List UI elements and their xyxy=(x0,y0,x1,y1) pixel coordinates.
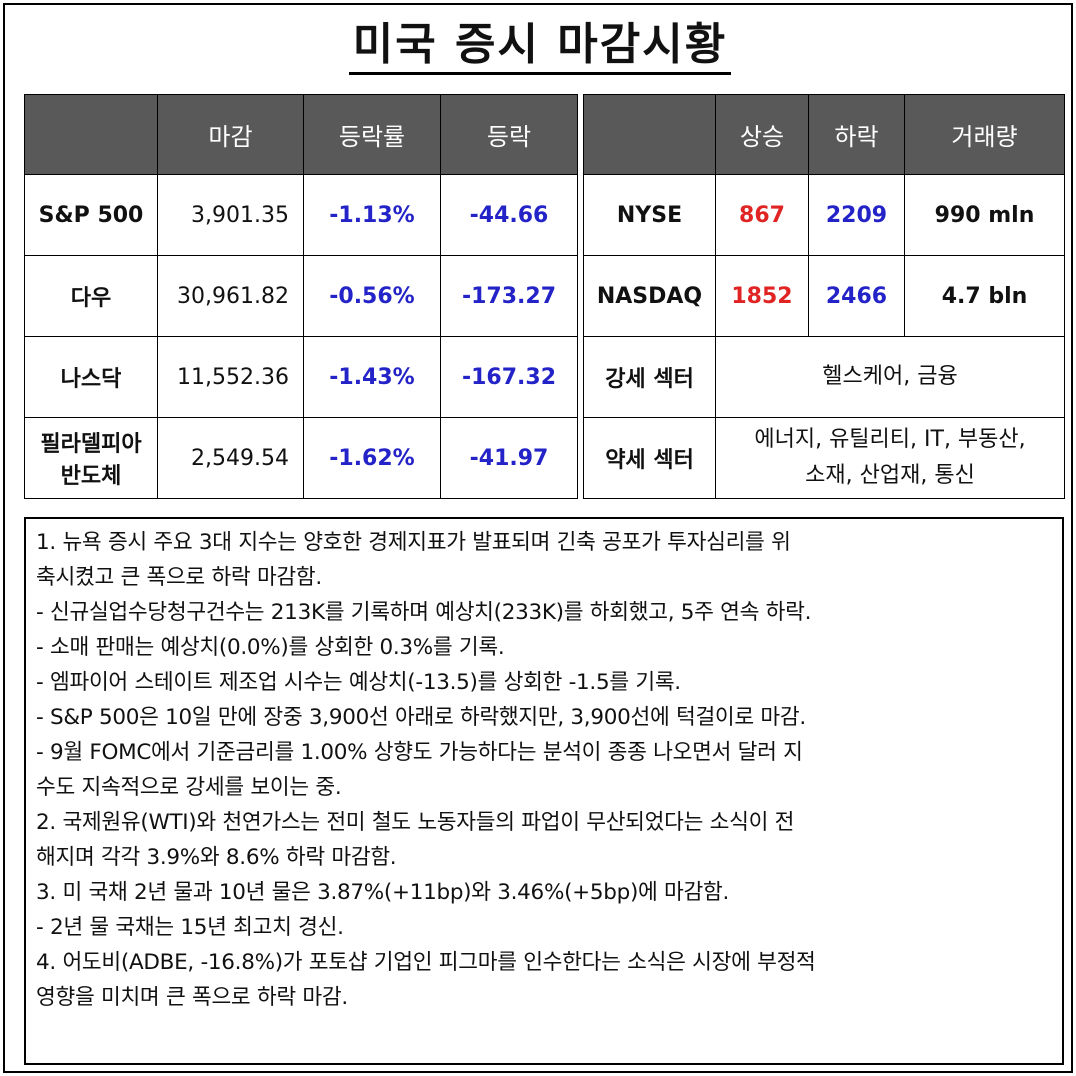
note-line: 수도 지속적으로 강세를 보이는 중. xyxy=(36,775,342,800)
title-text: 미국 증시 마감시황 xyxy=(348,19,732,75)
index-rate: -1.13% xyxy=(303,174,441,256)
index-rate: -1.43% xyxy=(303,336,441,418)
weak-sector-label: 약세 섹터 xyxy=(583,417,716,499)
exchange-name: NASDAQ xyxy=(583,255,716,337)
report-frame: 미국 증시 마감시황 마감 등락률 등락 S&P 500 3,901.35 -1… xyxy=(3,3,1073,1073)
index-change: -173.27 xyxy=(440,255,578,337)
note-line: 해지며 각각 3.9%와 8.6% 하락 마감함. xyxy=(36,845,397,870)
note-line: - 신규실업수당청구건수는 213K를 기록하며 예상치(233K)를 하회했고… xyxy=(36,600,812,625)
header-volume: 거래량 xyxy=(904,94,1065,175)
advances-count: 867 xyxy=(715,174,809,256)
index-name-line2: 반도체 xyxy=(60,464,122,489)
note-line: - 소매 판매는 예상치(0.0%)를 상회한 0.3%를 기록. xyxy=(36,635,505,660)
header-change: 등락 xyxy=(440,94,578,175)
index-rate: -1.62% xyxy=(303,417,441,499)
index-name-line1: 필라델피아 xyxy=(40,432,142,457)
note-line: 축시켰고 큰 폭으로 하락 마감함. xyxy=(36,565,322,590)
index-name: 나스닥 xyxy=(24,336,158,418)
index-close: 30,961.82 xyxy=(157,255,304,337)
breadth-header-blank xyxy=(583,94,716,175)
note-line: - 엠파이어 스테이트 제조업 시수는 예상치(-13.5)를 상회한 -1.5… xyxy=(36,670,681,695)
index-change: -44.66 xyxy=(440,174,578,256)
declines-count: 2466 xyxy=(808,255,905,337)
note-line: - 2년 물 국채는 15년 최고치 경신. xyxy=(36,915,344,940)
strong-sector-row: 강세 섹터 헬스케어, 금융 xyxy=(583,336,1065,418)
table-row: NASDAQ 1852 2466 4.7 bln xyxy=(583,255,1065,337)
table-row: NYSE 867 2209 990 mln xyxy=(583,174,1065,256)
table-row: 다우 30,961.82 -0.56% -173.27 xyxy=(24,255,578,337)
weak-sector-value: 에너지, 유틸리티, IT, 부동산, 소재, 산업재, 통신 xyxy=(715,417,1065,499)
index-change: -167.32 xyxy=(440,336,578,418)
table-row: S&P 500 3,901.35 -1.13% -44.66 xyxy=(24,174,578,256)
index-name: 다우 xyxy=(24,255,158,337)
index-close: 11,552.36 xyxy=(157,336,304,418)
declines-count: 2209 xyxy=(808,174,905,256)
index-close: 3,901.35 xyxy=(157,174,304,256)
header-rate: 등락률 xyxy=(303,94,441,175)
header-declines: 하락 xyxy=(808,94,905,175)
weak-sector-line1: 에너지, 유틸리티, IT, 부동산, xyxy=(754,427,1026,452)
note-line: 영향을 미치며 큰 폭으로 하락 마감. xyxy=(36,985,348,1010)
strong-sector-value: 헬스케어, 금융 xyxy=(715,336,1065,418)
index-name: 필라델피아 반도체 xyxy=(24,417,158,499)
index-header-row: 마감 등락률 등락 xyxy=(24,94,578,175)
volume-value: 990 mln xyxy=(904,174,1065,256)
weak-sector-line2: 소재, 산업재, 통신 xyxy=(805,463,975,488)
market-notes: 1. 뉴욕 증시 주요 3대 지수는 양호한 경제지표가 발표되며 긴축 공포가… xyxy=(24,517,1064,1065)
index-name: S&P 500 xyxy=(24,174,158,256)
strong-sector-label: 강세 섹터 xyxy=(583,336,716,418)
note-line: 4. 어도비(ADBE, -16.8%)가 포토샵 기업인 피그마를 인수한다는… xyxy=(36,950,816,975)
volume-value: 4.7 bln xyxy=(904,255,1065,337)
note-line: 1. 뉴욕 증시 주요 3대 지수는 양호한 경제지표가 발표되며 긴축 공포가… xyxy=(36,530,791,555)
weak-sector-row: 약세 섹터 에너지, 유틸리티, IT, 부동산, 소재, 산업재, 통신 xyxy=(583,417,1065,499)
header-advances: 상승 xyxy=(715,94,809,175)
index-header-blank xyxy=(24,94,158,175)
exchange-name: NYSE xyxy=(583,174,716,256)
index-change: -41.97 xyxy=(440,417,578,499)
note-line: - S&P 500은 10일 만에 장중 3,900선 아래로 하락했지만, 3… xyxy=(36,705,806,730)
table-row: 나스닥 11,552.36 -1.43% -167.32 xyxy=(24,336,578,418)
breadth-table: 상승 하락 거래량 NYSE 867 2209 990 mln NASDAQ 1… xyxy=(583,94,1065,499)
advances-count: 1852 xyxy=(715,255,809,337)
note-line: 2. 국제원유(WTI)와 천연가스는 전미 철도 노동자들의 파업이 무산되었… xyxy=(36,810,795,835)
breadth-header-row: 상승 하락 거래량 xyxy=(583,94,1065,175)
index-table: 마감 등락률 등락 S&P 500 3,901.35 -1.13% -44.66… xyxy=(24,94,578,499)
table-row: 필라델피아 반도체 2,549.54 -1.62% -41.97 xyxy=(24,417,578,499)
report-title: 미국 증시 마감시황 xyxy=(5,19,1075,75)
note-line: 3. 미 국채 2년 물과 10년 물은 3.87%(+11bp)와 3.46%… xyxy=(36,880,730,905)
header-close: 마감 xyxy=(157,94,304,175)
index-rate: -0.56% xyxy=(303,255,441,337)
index-close: 2,549.54 xyxy=(157,417,304,499)
note-line: - 9월 FOMC에서 기준금리를 1.00% 상향도 가능하다는 분석이 종종… xyxy=(36,740,803,765)
